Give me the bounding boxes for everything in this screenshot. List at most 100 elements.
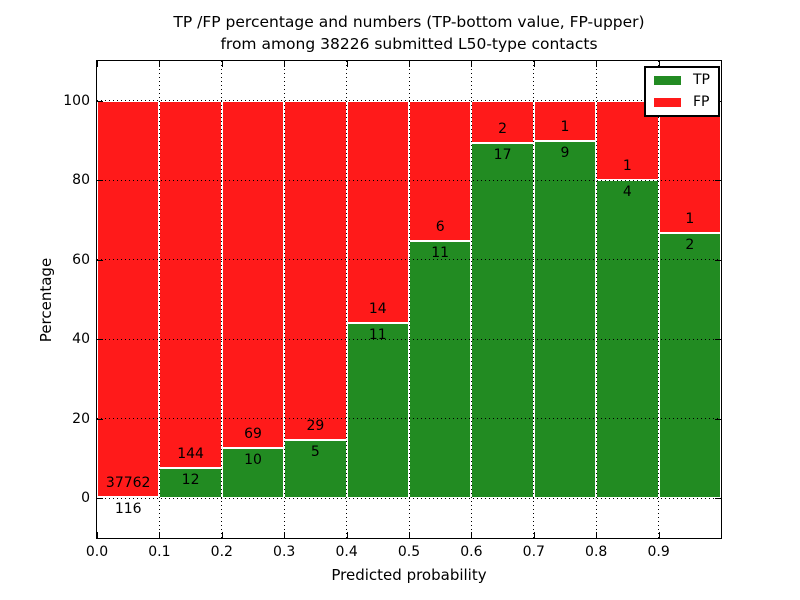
bar-fp-segment bbox=[97, 100, 160, 498]
y-tick-mark-left bbox=[97, 339, 103, 341]
gridline-vertical bbox=[470, 61, 472, 538]
chart-title-line1: TP /FP percentage and numbers (TP-bottom… bbox=[173, 13, 645, 31]
bar-tp-count-label: 9 bbox=[560, 144, 570, 161]
bar-fp-segment bbox=[471, 100, 534, 143]
bar-fp-segment bbox=[221, 100, 285, 448]
y-tick-label: 40 bbox=[72, 331, 90, 348]
x-tick-label: 0.4 bbox=[335, 544, 358, 560]
legend-item-fp: FP bbox=[654, 95, 710, 110]
y-tick-label: 100 bbox=[63, 92, 90, 109]
gridline-vertical bbox=[658, 61, 660, 538]
x-tick-mark-bottom bbox=[284, 532, 286, 538]
y-tick-mark-right bbox=[715, 418, 721, 420]
gridline-horizontal bbox=[97, 100, 721, 102]
y-tick-mark-left bbox=[97, 259, 103, 261]
x-tick-label: 0.9 bbox=[647, 544, 670, 560]
bar-fp-segment bbox=[159, 100, 222, 468]
bar-tp-count-label: 116 bbox=[114, 501, 142, 518]
x-tick-mark-bottom bbox=[159, 532, 161, 538]
chart-title-line2: from among 38226 submitted L50-type cont… bbox=[220, 35, 598, 53]
x-tick-mark-top bbox=[346, 61, 348, 67]
bar-tp-segment bbox=[533, 140, 597, 499]
x-axis-label: Predicted probability bbox=[331, 566, 487, 584]
y-tick-label: 0 bbox=[81, 490, 90, 507]
legend-label-tp: TP bbox=[693, 72, 710, 88]
x-tick-label: 0.6 bbox=[460, 544, 483, 560]
y-tick-label: 20 bbox=[72, 410, 90, 427]
x-tick-label: 0.2 bbox=[210, 544, 233, 560]
bar-fp-count-label: 1 bbox=[622, 158, 632, 175]
x-tick-label: 0.5 bbox=[397, 544, 421, 560]
x-tick-mark-bottom bbox=[221, 532, 223, 538]
x-tick-mark-top bbox=[409, 61, 410, 67]
y-tick-mark-left bbox=[97, 498, 103, 500]
y-tick-mark-left bbox=[97, 418, 103, 420]
bar-fp-segment bbox=[409, 100, 472, 242]
bar-tp-count-label: 11 bbox=[368, 327, 387, 344]
x-tick-label: 0.1 bbox=[148, 544, 171, 560]
bar-tp-segment bbox=[409, 241, 472, 499]
x-tick-mark-top bbox=[658, 61, 660, 67]
y-tick-mark-right bbox=[715, 339, 721, 341]
gridline-vertical bbox=[595, 61, 597, 538]
bar-fp-segment bbox=[658, 100, 721, 234]
chart-title: TP /FP percentage and numbers (TP-bottom… bbox=[97, 11, 721, 55]
bar-tp-segment bbox=[159, 467, 222, 499]
bar-fp-count-label: 1 bbox=[685, 211, 695, 228]
bar-fp-count-label: 29 bbox=[306, 417, 325, 434]
bar-fp-segment bbox=[284, 100, 347, 440]
gridline-horizontal bbox=[97, 497, 721, 499]
bar-fp-count-label: 37762 bbox=[105, 475, 151, 492]
x-tick-mark-bottom bbox=[471, 532, 473, 538]
gridline-vertical bbox=[408, 61, 410, 538]
legend-swatch-fp bbox=[654, 98, 681, 107]
y-tick-label: 80 bbox=[72, 172, 90, 189]
bar-tp-count-label: 11 bbox=[431, 245, 450, 262]
x-tick-mark-top bbox=[596, 61, 598, 67]
bar-tp-count-label: 5 bbox=[310, 443, 320, 460]
bar-tp-segment bbox=[471, 142, 534, 499]
y-tick-mark-right bbox=[715, 180, 721, 182]
bar-tp-count-label: 12 bbox=[181, 471, 200, 488]
y-tick-mark-left bbox=[97, 100, 103, 102]
gridline-vertical bbox=[283, 61, 285, 538]
bar-fp-count-label: 1 bbox=[560, 118, 570, 135]
x-tick-mark-top bbox=[159, 61, 161, 67]
gridline-horizontal bbox=[97, 338, 721, 340]
bar-fp-count-label: 2 bbox=[498, 120, 508, 137]
x-tick-mark-top bbox=[221, 61, 223, 67]
x-tick-mark-top bbox=[471, 61, 473, 67]
legend-label-fp: FP bbox=[693, 94, 710, 110]
y-tick-mark-right bbox=[715, 259, 721, 261]
x-tick-label: 0.3 bbox=[273, 544, 296, 560]
x-tick-mark-bottom bbox=[409, 532, 410, 538]
x-tick-mark-top bbox=[533, 61, 535, 67]
y-tick-label: 60 bbox=[72, 251, 90, 268]
bar-tp-segment bbox=[346, 323, 409, 499]
x-tick-label: 0.8 bbox=[585, 544, 608, 560]
y-axis-label: Percentage bbox=[37, 257, 55, 343]
bar-tp-count-label: 10 bbox=[244, 451, 262, 468]
bar-tp-segment bbox=[658, 233, 721, 499]
gridline-vertical bbox=[533, 61, 535, 538]
bar-fp-count-label: 6 bbox=[435, 219, 445, 236]
gridline-vertical bbox=[221, 61, 223, 538]
legend-swatch-tp bbox=[654, 76, 681, 85]
x-tick-mark-bottom bbox=[97, 532, 98, 538]
x-tick-label: 0.0 bbox=[85, 544, 109, 560]
bar-tp-segment bbox=[221, 447, 285, 499]
legend-item-tp: TP bbox=[654, 73, 710, 88]
gridline-horizontal bbox=[97, 259, 721, 261]
plot-area: TP FP 37762 116 144 12 69 10 29 5 14 11 6 11 2 17 1 9 1 4… bbox=[96, 60, 722, 539]
x-tick-mark-top bbox=[284, 61, 286, 67]
gridline-horizontal bbox=[97, 418, 721, 420]
legend: TP FP bbox=[644, 66, 720, 117]
x-tick-mark-top bbox=[97, 61, 98, 67]
y-tick-mark-left bbox=[97, 180, 103, 182]
gridline-vertical bbox=[158, 61, 160, 538]
bar-fp-count-label: 144 bbox=[177, 445, 204, 462]
x-tick-mark-bottom bbox=[533, 532, 535, 538]
x-tick-mark-bottom bbox=[346, 532, 348, 538]
bar-fp-count-label: 14 bbox=[368, 301, 387, 318]
